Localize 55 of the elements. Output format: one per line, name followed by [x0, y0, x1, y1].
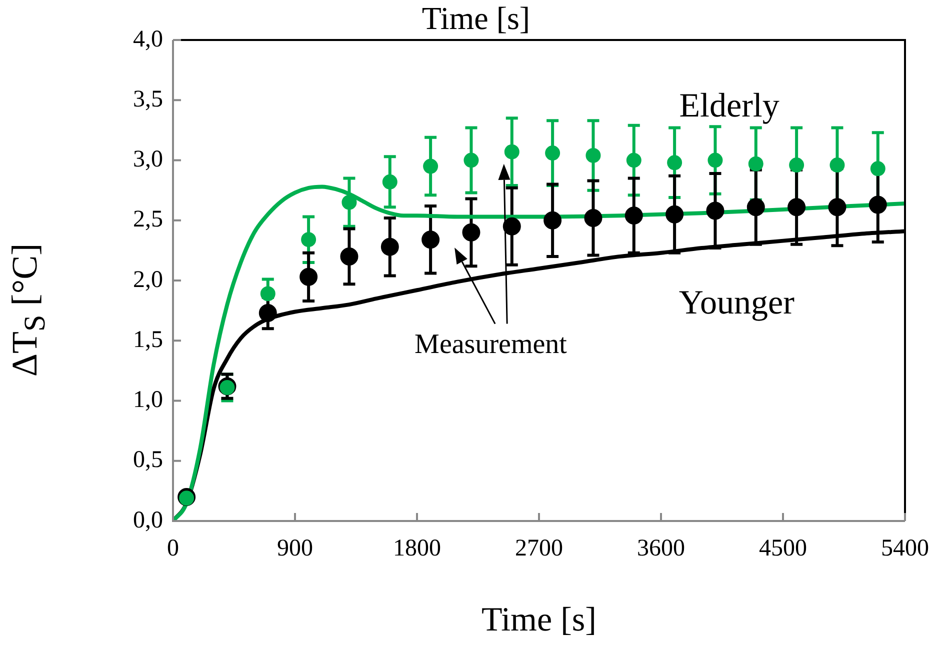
point — [300, 268, 318, 286]
point — [502, 217, 521, 236]
y-tick-label: 3,0 — [133, 146, 163, 173]
x-tick-label: 0 — [167, 536, 179, 562]
point — [462, 223, 480, 242]
y-tick-label: 1,5 — [133, 326, 163, 353]
point — [342, 194, 357, 210]
point — [382, 174, 398, 190]
point — [868, 196, 887, 214]
text: Elderly — [679, 87, 780, 124]
point — [748, 156, 764, 172]
y-tick-label: 0,5 — [133, 447, 163, 474]
point — [179, 490, 194, 506]
y-tick-label: 2,0 — [133, 266, 163, 293]
annotation: Measurement — [414, 328, 567, 361]
series-label: Younger — [678, 284, 796, 322]
point — [220, 380, 235, 396]
point — [789, 158, 804, 173]
chart-title: Time [s] — [422, 0, 530, 36]
x-tick-label: 2700 — [515, 536, 563, 562]
point — [830, 158, 845, 173]
y-tick-label: 0,0 — [133, 507, 163, 534]
point — [422, 230, 440, 249]
x-tick-label: 900 — [277, 536, 313, 562]
y-tick-label: 1,0 — [133, 387, 163, 414]
point — [708, 152, 723, 168]
point — [504, 144, 520, 160]
point — [260, 286, 276, 302]
point — [788, 198, 806, 216]
point — [301, 232, 316, 248]
point — [258, 304, 277, 322]
point — [544, 211, 562, 230]
x-axis-title: Time [s] — [482, 602, 596, 639]
y-tick-label: 3,5 — [133, 86, 163, 112]
x-tick-label: 1800 — [393, 536, 441, 562]
x-tick-label: 5400 — [881, 536, 929, 562]
x-tick-label: 4500 — [759, 536, 807, 562]
point — [746, 198, 765, 216]
point — [423, 158, 438, 174]
point — [667, 155, 682, 170]
point — [624, 206, 643, 225]
x-tick-label: 3600 — [637, 536, 685, 562]
point — [666, 205, 684, 224]
point — [870, 161, 886, 176]
point — [340, 247, 358, 266]
y-tick-label: 4,0 — [133, 26, 163, 52]
y-tick-label: 2,5 — [133, 206, 163, 233]
point — [380, 238, 399, 256]
point — [586, 148, 601, 163]
point — [464, 152, 479, 168]
point — [626, 152, 642, 168]
point — [706, 202, 724, 220]
point — [828, 198, 846, 216]
point — [545, 146, 560, 161]
point — [584, 208, 602, 227]
